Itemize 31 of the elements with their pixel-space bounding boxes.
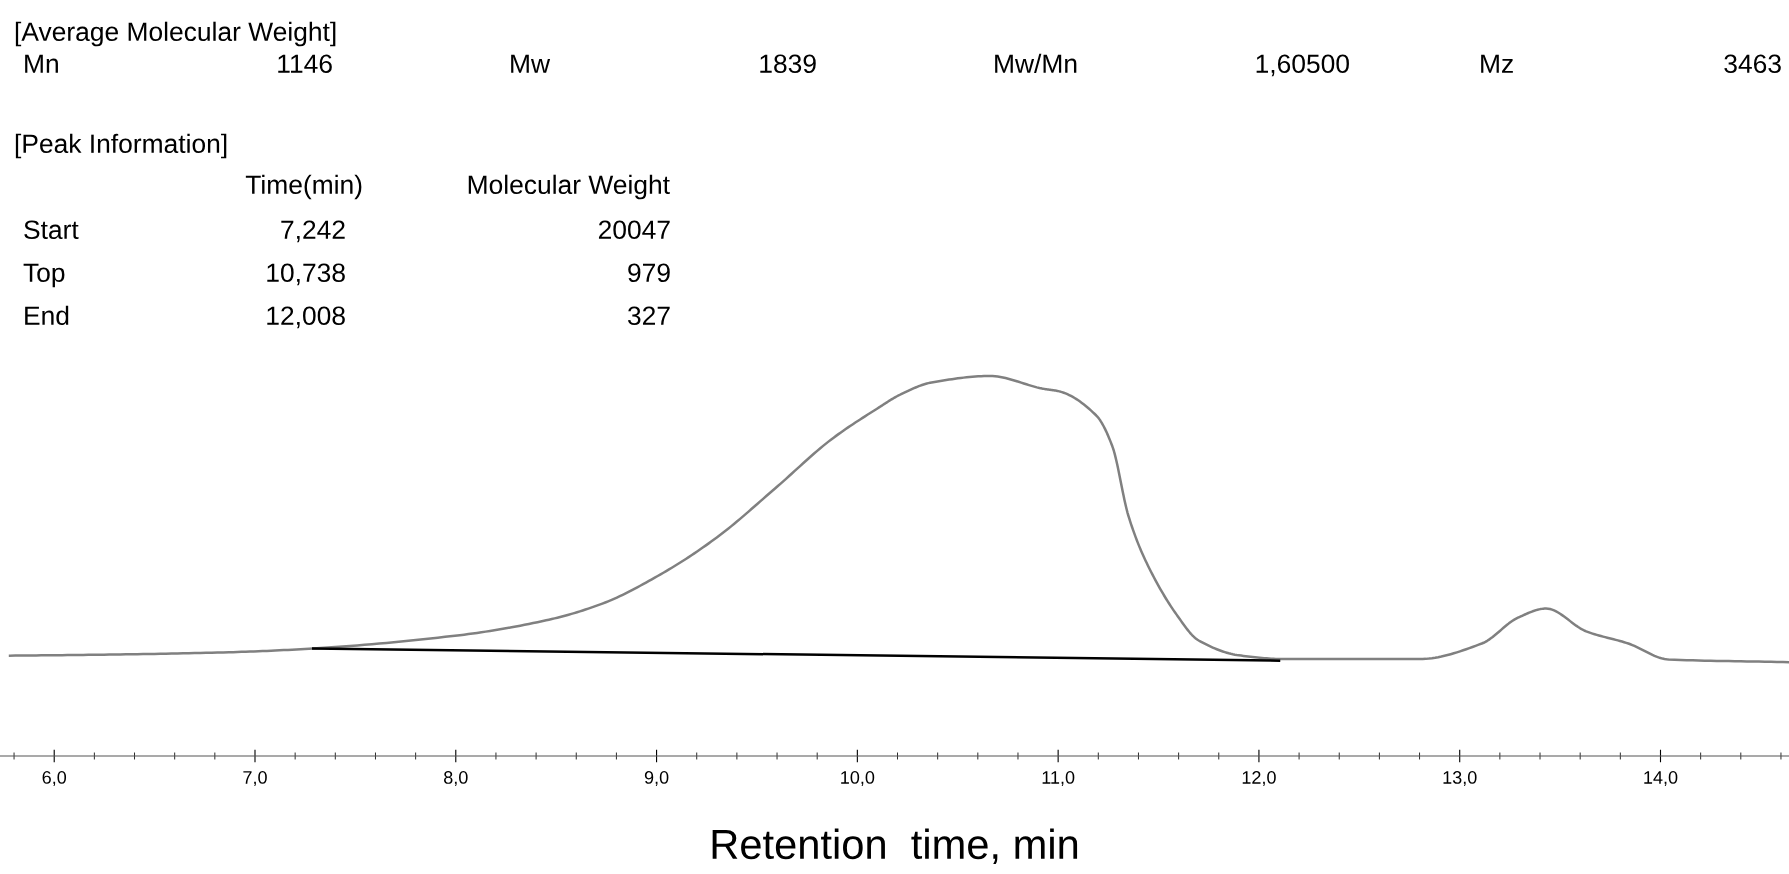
- text: Time(min): [245, 174, 362, 200]
- x-tick-label: 6,0: [42, 771, 67, 786]
- text: 12,008: [267, 306, 345, 329]
- text: Mw/Mn: [995, 53, 1077, 74]
- text: 327: [627, 306, 670, 326]
- text: 1146: [278, 54, 332, 74]
- x-tick-label: 11,0: [1042, 771, 1075, 786]
- text: 7,242: [281, 220, 345, 243]
- text: Mw: [511, 54, 551, 73]
- text: Molecular Weight: [468, 174, 670, 200]
- text: 20047: [598, 220, 670, 240]
- text: End: [25, 305, 69, 326]
- text: Start: [24, 220, 79, 240]
- text: 3463: [1724, 54, 1781, 74]
- x-tick-label: 13,0: [1443, 771, 1477, 786]
- text: 1,60500: [1256, 54, 1349, 77]
- x-tick-label: 8,0: [444, 771, 468, 786]
- text: Mn: [25, 54, 58, 73]
- x-tick-label: 14,0: [1644, 771, 1678, 786]
- x-tick-label: 12,0: [1242, 771, 1276, 786]
- x-axis-title: Retention time, min: [712, 828, 1078, 865]
- text: 10,738: [267, 263, 345, 286]
- x-tick-label: 7,0: [243, 771, 267, 786]
- x-tick-label: 9,0: [644, 771, 669, 786]
- text: Top: [23, 263, 65, 288]
- text: 1839: [760, 54, 816, 74]
- text: [Peak Information]: [15, 133, 227, 159]
- text: [Average Molecular Weight]: [15, 21, 336, 47]
- text: Mz: [1481, 54, 1513, 73]
- text: 979: [628, 263, 670, 283]
- x-tick-label: 10,0: [841, 771, 875, 786]
